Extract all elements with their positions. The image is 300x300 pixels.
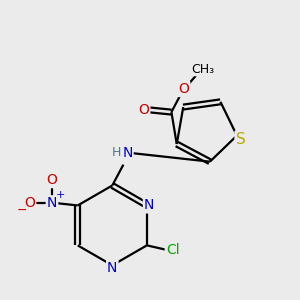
Text: N: N (123, 146, 133, 160)
Text: N: N (107, 261, 118, 274)
Text: O: O (46, 173, 57, 187)
Text: O: O (178, 82, 189, 96)
Text: N: N (47, 196, 57, 210)
Text: O: O (139, 103, 149, 117)
Text: CH₃: CH₃ (191, 63, 214, 76)
Text: +: + (55, 190, 65, 200)
Text: −: − (16, 204, 27, 217)
Text: S: S (236, 132, 245, 147)
Text: H: H (112, 146, 122, 159)
Text: Cl: Cl (166, 243, 179, 257)
Text: O: O (24, 196, 35, 210)
Text: N: N (144, 199, 154, 212)
